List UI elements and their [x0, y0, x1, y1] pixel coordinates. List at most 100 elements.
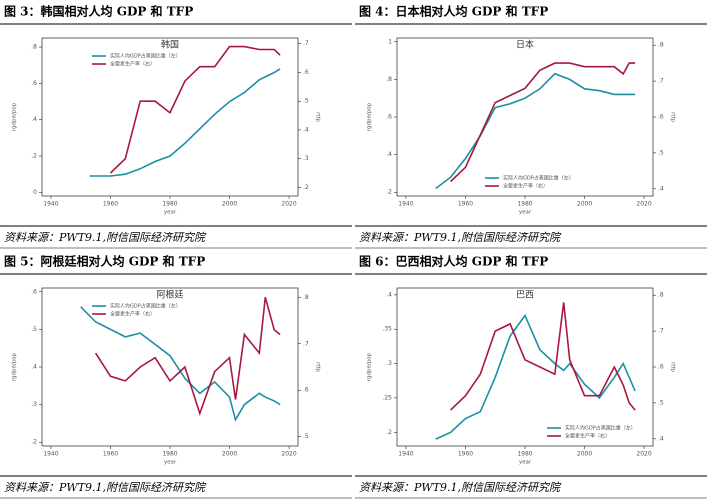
panel-heading: 图 4：日本相对人均 GDP 和 TFP: [359, 4, 548, 19]
legend-label: 全要素生产率（右）: [110, 61, 155, 68]
y2-tick-label: .7: [303, 40, 309, 47]
y2-tick-label: .5: [658, 399, 664, 406]
legend-label: 全要素生产率（右）: [110, 311, 155, 318]
y-tick-label: .8: [386, 76, 392, 83]
y-axis-label: rgdpe/pop: [12, 352, 18, 381]
y-tick-label: .4: [31, 116, 37, 123]
y2-tick-label: .7: [303, 340, 309, 347]
x-axis-label: year: [519, 460, 532, 466]
y2-axis-label: rtfp: [315, 112, 321, 122]
source: 资料来源：PWT9.1,附信国际经济研究院: [359, 481, 562, 494]
y-tick-label: .6: [31, 80, 37, 87]
y-tick-label: .3: [31, 401, 37, 408]
y-tick-label: .4: [386, 151, 392, 158]
y-tick-label: 0: [33, 189, 37, 196]
x-tick-label: 2020: [281, 451, 296, 458]
y2-axis-label: rtfp: [670, 362, 676, 372]
chart-title: 日本: [516, 39, 534, 51]
y-tick-label: .4: [31, 364, 37, 371]
x-tick-label: 2000: [577, 451, 592, 458]
y-tick-label: .2: [386, 429, 392, 436]
series-line: [435, 72, 636, 190]
plot-background: [396, 37, 654, 197]
x-tick-label: 2020: [636, 201, 651, 208]
y-tick-label: .6: [31, 288, 37, 295]
x-tick-label: 1980: [517, 201, 532, 208]
x-tick-label: 1980: [162, 201, 177, 208]
x-tick-label: 1960: [458, 201, 473, 208]
y-tick-label: .5: [31, 326, 37, 333]
series-line: [94, 297, 281, 416]
x-tick-label: 1940: [398, 451, 413, 458]
y-tick-label: .4: [386, 291, 392, 298]
x-tick-label: 1940: [43, 451, 58, 458]
legend-label: 实际人均GDP占美国比重（左）: [110, 303, 181, 310]
series-line: [89, 68, 281, 177]
x-axis-label: year: [519, 210, 532, 216]
y-tick-label: .35: [382, 326, 392, 333]
y-tick-label: 1: [388, 38, 392, 45]
series-line: [109, 45, 281, 174]
source: 资料来源：PWT9.1,附信国际经济研究院: [4, 481, 207, 494]
x-tick-label: 1980: [162, 451, 177, 458]
source: 资料来源：PWT9.1,附信国际经济研究院: [4, 231, 207, 244]
chart-title: 韩国: [161, 39, 179, 51]
y2-tick-label: .2: [303, 184, 309, 191]
legend-label: 实际人均GDP占美国比重（左）: [503, 175, 574, 182]
y2-tick-label: .6: [658, 364, 664, 371]
x-tick-label: 1940: [398, 201, 413, 208]
y-tick-label: .8: [31, 44, 37, 51]
source: 资料来源：PWT9.1,附信国际经济研究院: [359, 231, 562, 244]
x-tick-label: 2000: [222, 451, 237, 458]
y2-tick-label: .7: [658, 78, 664, 85]
x-axis-label: year: [164, 210, 177, 216]
x-tick-label: 1940: [43, 201, 58, 208]
y2-tick-label: .8: [303, 294, 309, 301]
series-line: [450, 302, 636, 411]
chart-title: 阿根廷: [156, 289, 183, 301]
y2-axis-label: rtfp: [670, 112, 676, 122]
y2-tick-label: .8: [658, 292, 664, 299]
y2-tick-label: .5: [658, 149, 664, 156]
y2-tick-label: .5: [303, 98, 309, 105]
y-tick-label: .25: [382, 394, 392, 401]
plot-background: [41, 287, 299, 447]
x-tick-label: 1960: [103, 201, 118, 208]
y2-tick-label: .7: [658, 328, 664, 335]
x-tick-label: 2020: [281, 201, 296, 208]
legend-label: 实际人均GDP占美国比重（左）: [565, 425, 636, 432]
plot-background: [41, 37, 299, 197]
y2-tick-label: .3: [303, 155, 309, 162]
series-line: [450, 62, 636, 183]
y-tick-label: .2: [386, 189, 392, 196]
legend-label: 全要素生产率（右）: [565, 433, 610, 440]
y2-tick-label: .6: [303, 387, 309, 394]
y2-axis-label: rtfp: [315, 362, 321, 372]
y-axis-label: rgdpe/pop: [367, 102, 373, 131]
x-tick-label: 2020: [636, 451, 651, 458]
legend-label: 全要素生产率（右）: [503, 183, 548, 190]
y2-tick-label: .8: [658, 42, 664, 49]
x-axis-label: year: [164, 460, 177, 466]
y-tick-label: .3: [386, 360, 392, 367]
y-tick-label: .6: [386, 114, 392, 121]
y-axis-label: rgdpe/pop: [12, 102, 18, 131]
y2-tick-label: .6: [303, 69, 309, 76]
y2-tick-label: .4: [303, 126, 309, 133]
series-line: [80, 306, 281, 422]
legend-label: 实际人均GDP占美国比重（左）: [110, 53, 181, 60]
y2-tick-label: .4: [658, 185, 664, 192]
x-tick-label: 2000: [222, 201, 237, 208]
y2-tick-label: .5: [303, 433, 309, 440]
x-tick-label: 2000: [577, 201, 592, 208]
x-tick-label: 1960: [103, 451, 118, 458]
panel-heading: 图 6：巴西相对人均 GDP 和 TFP: [359, 254, 548, 269]
panel-heading: 图 3：韩国相对人均 GDP 和 TFP: [4, 4, 193, 19]
y2-tick-label: .4: [658, 435, 664, 442]
x-tick-label: 1980: [517, 451, 532, 458]
y-tick-label: .2: [31, 153, 37, 160]
y-tick-label: .2: [31, 439, 37, 446]
chart-title: 巴西: [516, 290, 534, 301]
y-axis-label: rgdpe/pop: [367, 352, 373, 381]
